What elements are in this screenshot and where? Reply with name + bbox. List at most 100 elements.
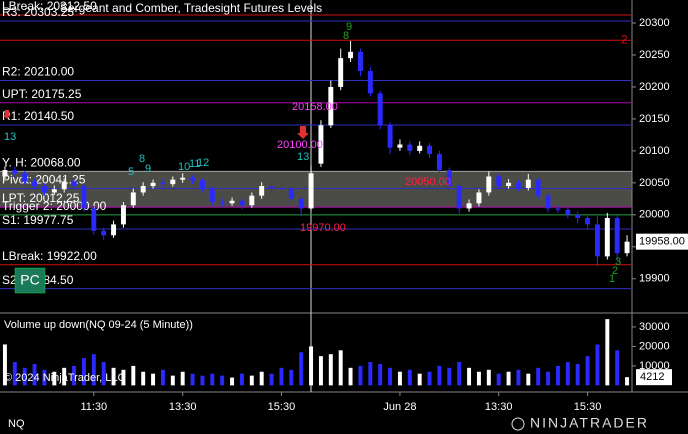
- candle-body: [249, 195, 255, 206]
- volume-layer: [2, 319, 630, 386]
- volume-bar: [210, 373, 215, 386]
- candles-layer: [2, 40, 630, 266]
- candle-body: [318, 125, 324, 164]
- volume-bar: [200, 375, 205, 386]
- volume-bar: [486, 369, 491, 386]
- candle-body: [101, 230, 107, 236]
- y-tick-label: 20100: [639, 145, 670, 157]
- annotation: 11: [189, 158, 200, 170]
- volume-bar: [22, 367, 27, 386]
- volume-bar: [111, 367, 116, 386]
- x-tick-label: 11:30: [80, 401, 107, 413]
- candle-body: [466, 203, 472, 209]
- candle-body: [387, 125, 393, 148]
- candle-body: [338, 58, 344, 87]
- pc-button[interactable]: PC: [14, 267, 46, 294]
- candle-body: [71, 181, 77, 187]
- volume-bar: [239, 373, 244, 386]
- volume-bar: [42, 369, 47, 386]
- annotation: 20158.00: [292, 101, 338, 113]
- candle-body: [199, 180, 205, 190]
- candle-body: [130, 192, 136, 206]
- volume-bar: [190, 373, 195, 386]
- candle-body: [585, 218, 591, 225]
- volume-bar: [348, 367, 353, 386]
- candle-body: [288, 189, 294, 199]
- candle-body: [604, 218, 610, 257]
- volume-bar: [259, 371, 264, 386]
- volume-bar: [625, 377, 630, 386]
- volume-bar: [269, 373, 274, 386]
- logo-icon: [511, 417, 525, 431]
- y-tick-label: 30000: [639, 321, 670, 333]
- zone-layer: [0, 171, 632, 208]
- volume-bar: [516, 369, 521, 386]
- volume-bar: [160, 369, 165, 386]
- candle-body: [180, 177, 186, 180]
- last-volume-box: [636, 369, 672, 386]
- annotation: 1: [609, 273, 615, 285]
- annotation: 10: [178, 161, 190, 173]
- volume-bar: [91, 354, 96, 386]
- volume-bar: [81, 358, 86, 386]
- candle-body: [32, 181, 38, 187]
- candle-body: [2, 170, 8, 177]
- candle-body: [91, 208, 97, 231]
- volume-bar: [467, 367, 472, 386]
- y-tick-label: 20300: [639, 17, 670, 29]
- candle-body: [407, 144, 413, 151]
- level-label: Trigger 2: 20000.00: [2, 199, 107, 213]
- volume-bar: [309, 346, 314, 386]
- annotation: 13: [297, 151, 309, 163]
- volume-bar: [338, 350, 343, 386]
- level-label: LPT: 20012.25: [2, 191, 80, 205]
- candle-body: [170, 179, 176, 185]
- volume-bar: [328, 354, 333, 386]
- candle-body: [515, 182, 521, 188]
- candle-body: [61, 181, 67, 190]
- button-bg[interactable]: [14, 267, 46, 294]
- level-label: LBreak: 20312.50: [2, 0, 97, 13]
- annotation: 5: [128, 166, 134, 178]
- candle-body: [367, 70, 373, 94]
- candle-body: [308, 173, 314, 209]
- volume-bar: [417, 373, 422, 386]
- candle-body: [486, 176, 492, 193]
- candle-body: [150, 182, 156, 187]
- annotation: 20050.00: [405, 176, 451, 188]
- volume-bar: [72, 365, 77, 386]
- level-label: R2: 20210.00: [2, 65, 74, 79]
- volume-bar: [388, 367, 393, 386]
- volume-bar: [180, 371, 185, 386]
- zone: [0, 171, 632, 208]
- x-tick-label: 13:30: [169, 401, 197, 413]
- volume-bar: [151, 373, 156, 386]
- candle-body: [417, 145, 423, 151]
- candle-body: [555, 208, 561, 210]
- volume-bar: [170, 375, 175, 386]
- candle-body: [624, 241, 630, 254]
- candle-body: [298, 198, 304, 209]
- volume-bar: [299, 352, 304, 386]
- volume-bar: [32, 363, 37, 386]
- candle-body: [160, 182, 166, 185]
- candle-body: [140, 186, 146, 193]
- volume-bar: [220, 375, 225, 386]
- volume-bar: [121, 369, 126, 386]
- level-label: R1: 20140.50: [2, 109, 74, 123]
- annotation: 9: [145, 163, 151, 175]
- candle-body: [348, 51, 354, 59]
- candle-body: [575, 214, 581, 219]
- button-label[interactable]: PC: [20, 272, 39, 288]
- candle-body: [219, 202, 225, 204]
- level-label: UPT: 20175.25: [2, 87, 82, 101]
- volume-bar: [526, 373, 531, 386]
- candle-body: [357, 51, 363, 71]
- last-volume-label: 4212: [640, 371, 664, 383]
- y-tick-label: 10000: [639, 360, 670, 372]
- logo: NINJATRADER: [530, 415, 649, 431]
- candle-body: [377, 93, 383, 126]
- volume-bar: [2, 344, 7, 386]
- volume-bar: [279, 367, 284, 386]
